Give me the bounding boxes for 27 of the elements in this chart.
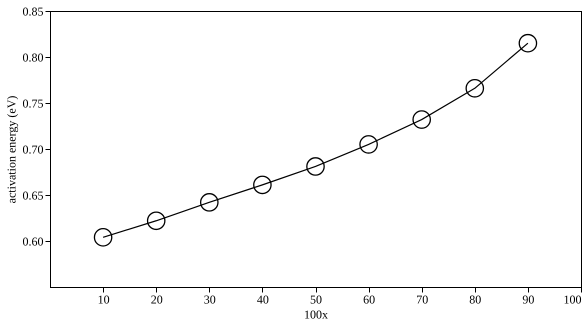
y-tick-label: 0.60 [22,234,44,248]
x-tick-label: 60 [363,292,376,306]
point [94,228,112,247]
point [412,110,432,129]
x-tick-label: 80 [469,292,482,306]
x-axis-title: 100x [304,308,328,322]
y-axis-title: activation energy (eV) [4,96,18,204]
point [253,176,272,194]
y-tick-label: 0.80 [22,50,44,64]
x-tick-label: 40 [256,292,269,306]
x-tick-label: 20 [150,292,163,306]
point [359,135,378,154]
point [465,78,484,98]
x-tick-label: 10 [98,292,110,306]
y-tick-label: 0.65 [22,188,44,202]
x-tick-label: 30 [204,292,216,306]
y-tick-label: 0.85 [22,4,44,18]
x-tick-label: 100 [564,292,582,306]
point [518,34,538,52]
y-tick-label: 0.70 [22,142,44,156]
point [200,193,219,212]
x-tick-label: 90 [522,292,534,306]
point [146,211,166,230]
y-tick-label: 0.75 [22,96,44,110]
x-tick-label: 50 [310,292,322,306]
point [306,157,325,176]
x-tick-label: 70 [416,292,428,306]
